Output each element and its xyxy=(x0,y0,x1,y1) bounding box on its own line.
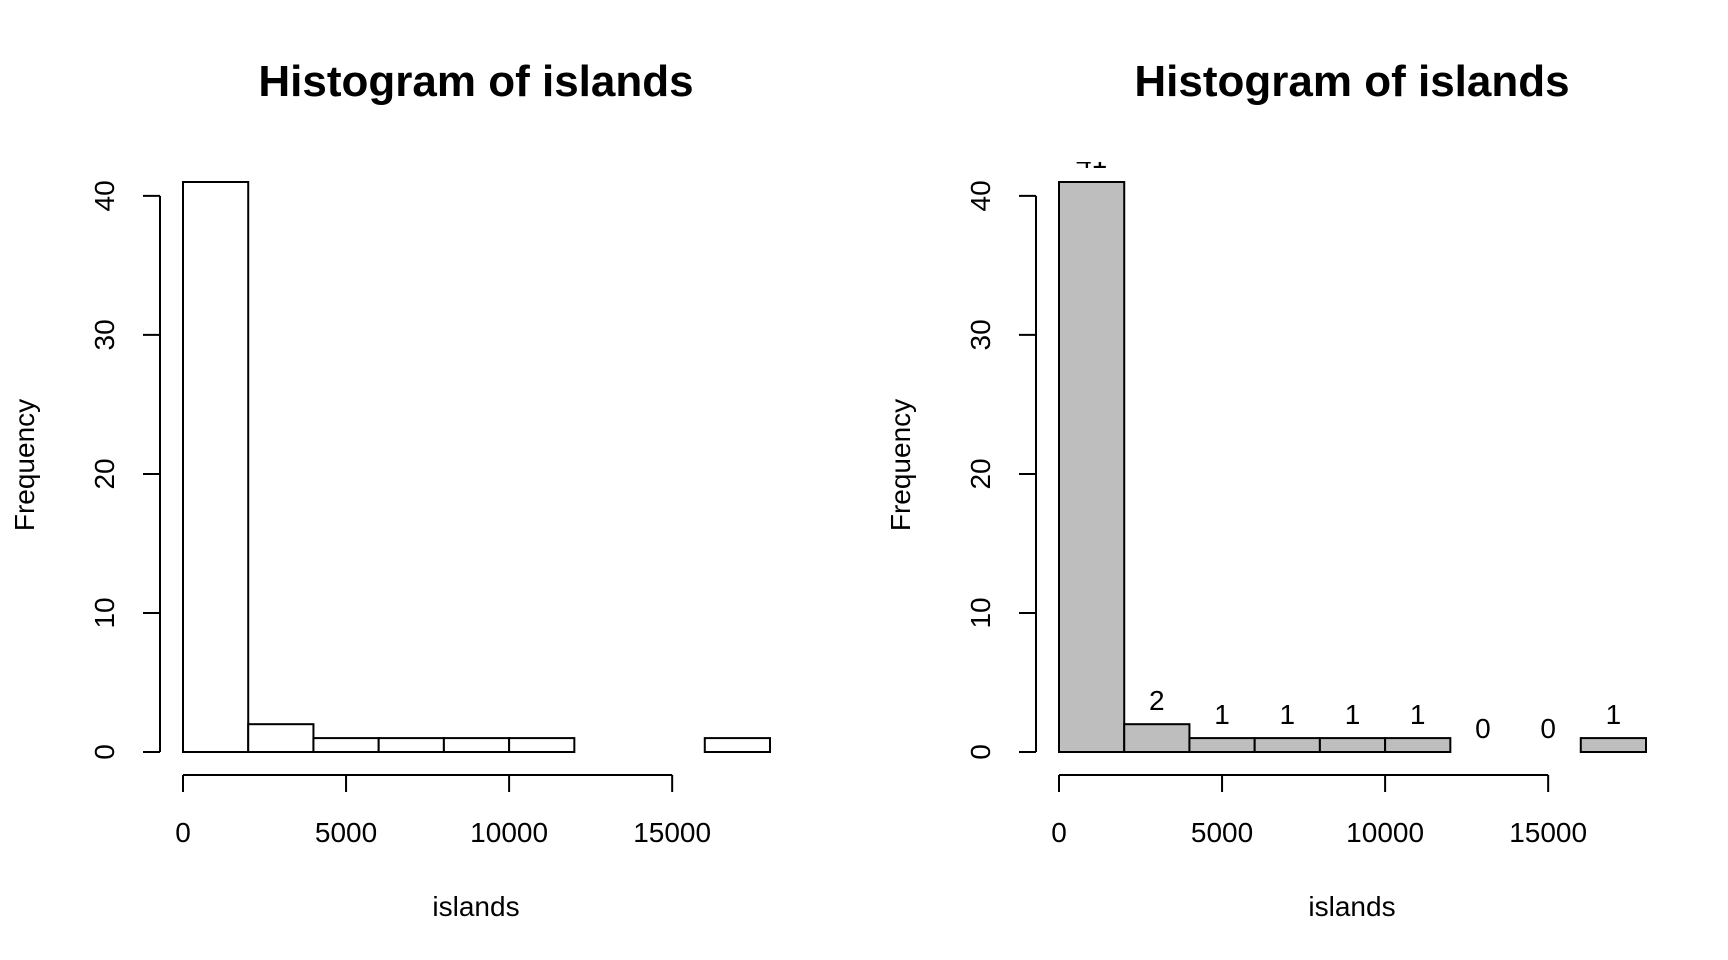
x-tick-label: 0 xyxy=(175,817,191,848)
y-axis-label: Frequency xyxy=(885,399,916,531)
bar-count-label: 1 xyxy=(1279,699,1295,730)
x-axis-label: islands xyxy=(432,891,519,922)
x-axis: 0 5000 10000 15000 xyxy=(1051,774,1587,848)
bars xyxy=(182,181,771,754)
y-tick-label: 0 xyxy=(965,744,996,760)
y-tick-label: 10 xyxy=(89,597,120,628)
y-tick-label: 30 xyxy=(965,319,996,350)
x-tick-label: 5000 xyxy=(315,817,377,848)
bar-count-label: 2 xyxy=(1149,685,1165,716)
y-tick-label: 20 xyxy=(89,458,120,489)
histogram-panel-left: Histogram of islands islands Frequency 0… xyxy=(9,57,771,922)
y-tick-label: 20 xyxy=(965,458,996,489)
x-tick-label: 10000 xyxy=(470,817,548,848)
bar-count-label: 1 xyxy=(1214,699,1230,730)
histogram-bar xyxy=(703,737,771,753)
histogram-bar xyxy=(1384,737,1452,753)
bar-count-label: 1 xyxy=(1606,699,1622,730)
x-tick-label: 10000 xyxy=(1346,817,1424,848)
bar-count-label: 41 xyxy=(1076,143,1107,174)
chart-title: Histogram of islands xyxy=(1134,57,1569,106)
histogram-bar xyxy=(182,181,250,753)
histogram-bar xyxy=(312,737,380,753)
x-tick-label: 15000 xyxy=(633,817,711,848)
histogram-bar xyxy=(377,737,445,753)
y-tick-label: 10 xyxy=(965,597,996,628)
histogram-bar xyxy=(1058,181,1126,753)
x-tick-label: 0 xyxy=(1051,817,1067,848)
x-axis-label: islands xyxy=(1308,891,1395,922)
y-tick-label: 40 xyxy=(89,180,120,211)
histogram-panel-right: Histogram of islands islands Frequency 4… xyxy=(885,57,1648,922)
histogram-bar xyxy=(1253,737,1321,753)
y-axis: 0 10 20 30 40 xyxy=(965,180,1037,760)
y-tick-label: 40 xyxy=(965,180,996,211)
x-axis: 0 5000 10000 15000 xyxy=(175,774,711,848)
bar-count-label: 1 xyxy=(1410,699,1426,730)
x-tick-label: 15000 xyxy=(1509,817,1587,848)
x-tick-label: 5000 xyxy=(1191,817,1253,848)
bar-count-label: 0 xyxy=(1540,713,1556,744)
histogram-bar xyxy=(508,737,576,753)
y-tick-label: 0 xyxy=(89,744,120,760)
histogram-bar xyxy=(1579,737,1648,753)
y-axis: 0 10 20 30 40 xyxy=(89,180,161,760)
bars xyxy=(1058,181,1648,754)
histogram-bar xyxy=(247,723,315,754)
y-axis-label: Frequency xyxy=(9,399,40,531)
bar-count-label: 0 xyxy=(1475,713,1491,744)
histogram-bar xyxy=(1318,737,1387,753)
histogram-bar xyxy=(1188,737,1256,753)
y-tick-label: 30 xyxy=(89,319,120,350)
count-labels: 412 1 1 1 1 0 0 1 xyxy=(1076,143,1622,744)
histogram-bar xyxy=(1123,723,1191,754)
histogram-bar xyxy=(442,737,511,753)
chart-title: Histogram of islands xyxy=(258,57,693,106)
bar-count-label: 1 xyxy=(1345,699,1361,730)
